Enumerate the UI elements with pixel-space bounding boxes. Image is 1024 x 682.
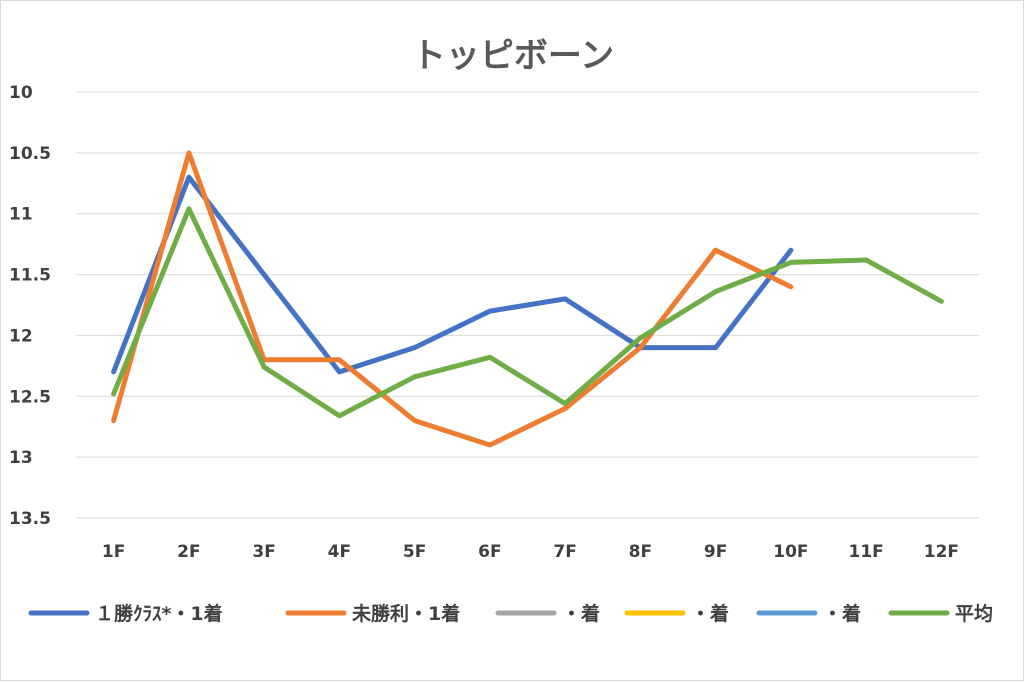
chart-title: トッピボーン (412, 36, 614, 76)
y-tick-label: 13.5 (9, 509, 51, 529)
y-tick-label: 10 (9, 83, 33, 103)
x-tick-label: 4F (328, 542, 351, 562)
y-axis-tick-labels: 10 10.5 11 11.5 12 12.5 13 13.5 (9, 83, 51, 529)
series-lines (111, 150, 944, 448)
y-tick-label: 12.5 (9, 387, 51, 407)
y-tick-label: 12 (9, 326, 33, 346)
legend-label-0: １勝ｸﾗｽ*・1着 (95, 602, 223, 625)
x-tick-label: 9F (704, 542, 727, 562)
x-tick-label: 7F (553, 542, 576, 562)
legend-label-2: ・着 (562, 602, 600, 625)
x-tick-label: 8F (629, 542, 652, 562)
x-tick-label: 2F (177, 542, 200, 562)
legend-label-4: ・着 (823, 602, 861, 625)
y-tick-label: 13 (9, 448, 33, 468)
legend-label-5: 平均 (955, 602, 993, 625)
gridlines (76, 91, 979, 519)
legend: １勝ｸﾗｽ*・1着 未勝利・1着 ・着 ・着 ・着 平均 (28, 602, 993, 625)
x-tick-label: 5F (403, 542, 426, 562)
x-tick-label: 10F (773, 542, 808, 562)
legend-label-3: ・着 (691, 602, 729, 625)
x-tick-label: 3F (252, 542, 275, 562)
series-line-0 (111, 174, 794, 375)
legend-label-1: 未勝利・1着 (351, 602, 460, 625)
x-axis-tick-labels: 1F 2F 3F 4F 5F 6F 7F 8F 9F 10F 11F 12F (102, 542, 959, 562)
series-line-5 (111, 206, 944, 419)
x-tick-label: 1F (102, 542, 125, 562)
x-tick-label: 6F (478, 542, 501, 562)
y-tick-label: 11.5 (9, 266, 51, 286)
x-tick-label: 12F (924, 542, 959, 562)
y-tick-label: 10.5 (9, 144, 51, 164)
y-tick-label: 11 (9, 205, 33, 225)
series-line-1 (111, 150, 794, 448)
x-tick-label: 11F (848, 542, 883, 562)
